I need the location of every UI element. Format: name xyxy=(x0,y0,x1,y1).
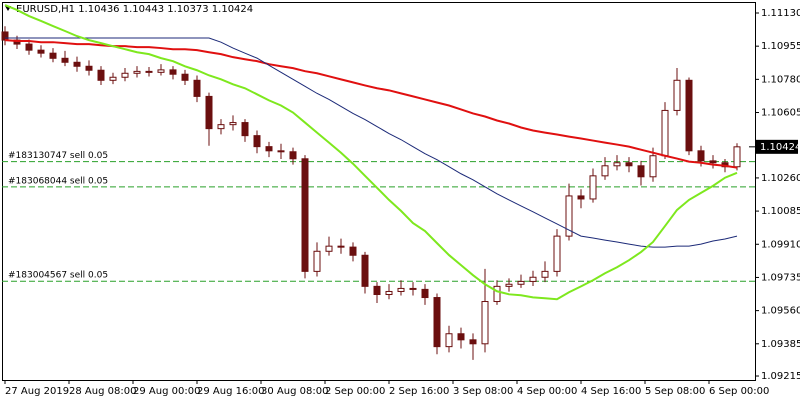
y-tick-label: 1.10085 xyxy=(761,206,800,217)
candle-body xyxy=(253,135,261,148)
candle-body xyxy=(469,339,477,345)
candle-body xyxy=(121,72,129,78)
x-tick-label: 29 Aug 00:00 xyxy=(133,386,200,397)
candle-body xyxy=(217,124,225,130)
moving-average xyxy=(4,39,738,169)
moving-average xyxy=(5,37,738,248)
candle-body xyxy=(505,283,513,287)
candle-body xyxy=(205,95,213,130)
y-tick-label: 1.09735 xyxy=(761,272,800,283)
candle-body xyxy=(181,73,189,81)
candle-body xyxy=(289,151,297,160)
y-tick-label: 1.10955 xyxy=(761,41,800,52)
candle-body xyxy=(637,165,645,178)
x-tick-label: 6 Sep 00:00 xyxy=(709,386,769,397)
candle-body xyxy=(25,43,33,51)
candle-body xyxy=(409,287,417,290)
candle-body xyxy=(685,79,693,152)
candle-body xyxy=(709,160,717,164)
candle-body xyxy=(517,280,525,285)
y-tick-label: 1.10780 xyxy=(761,74,800,85)
candle-body xyxy=(37,49,45,54)
x-tick-label: 4 Sep 00:00 xyxy=(517,386,577,397)
y-tick-label: 1.10260 xyxy=(761,173,800,184)
candle-body xyxy=(241,122,249,137)
candle-body xyxy=(661,109,669,157)
candle-body xyxy=(169,69,177,75)
candle-body xyxy=(361,254,369,287)
candle-body xyxy=(733,146,741,168)
candle-body xyxy=(625,162,633,167)
x-tick-label: 29 Aug 16:00 xyxy=(197,386,264,397)
candle-body xyxy=(157,69,165,73)
chart-header: EURUSD,H1 1.10436 1.10443 1.10373 1.1042… xyxy=(16,4,253,15)
order-label: #183068044 sell 0.05 xyxy=(8,176,108,186)
candle-body xyxy=(229,122,237,126)
candle-body xyxy=(565,195,573,237)
candle-body xyxy=(337,245,345,248)
candle-body xyxy=(373,285,381,296)
candle-body xyxy=(49,52,57,59)
y-tick-label: 1.09910 xyxy=(761,239,800,250)
candle-body xyxy=(325,245,333,252)
x-tick-label: 27 Aug 2019 xyxy=(5,386,69,397)
candle-body xyxy=(481,301,489,345)
candle-body xyxy=(493,285,501,303)
candle-body xyxy=(109,76,117,81)
x-tick-label: 2 Sep 16:00 xyxy=(389,386,449,397)
moving-average xyxy=(4,4,738,301)
candle-body xyxy=(85,65,93,71)
candle-body xyxy=(1,31,9,41)
candle-body xyxy=(649,155,657,178)
candle-body xyxy=(589,175,597,200)
price-box xyxy=(756,139,798,154)
x-tick-label: 2 Sep 00:00 xyxy=(325,386,385,397)
y-tick-label: 1.09385 xyxy=(761,339,800,350)
y-tick-label: 1.09560 xyxy=(761,306,800,317)
x-tick-label: 3 Sep 08:00 xyxy=(453,386,513,397)
x-tick-label: 30 Aug 08:00 xyxy=(261,386,328,397)
plot-frame xyxy=(2,2,756,381)
candle-body xyxy=(421,288,429,299)
candle-body xyxy=(145,70,153,73)
candle-body xyxy=(313,250,321,272)
candle-body xyxy=(553,235,561,272)
candle-body xyxy=(349,246,357,256)
candle-body xyxy=(265,146,273,152)
candle-body xyxy=(433,297,441,348)
candle-body xyxy=(541,270,549,278)
y-tick-label: 1.10605 xyxy=(761,108,800,119)
order-label: #183004567 sell 0.05 xyxy=(8,271,108,281)
candle-body xyxy=(385,290,393,296)
candle-body xyxy=(133,70,141,74)
candle-body xyxy=(277,150,285,153)
candle-body xyxy=(73,61,81,67)
y-tick-label: 1.09215 xyxy=(761,371,800,382)
x-tick-label: 28 Aug 08:00 xyxy=(69,386,136,397)
candle-body xyxy=(445,333,453,348)
y-tick-label: 1.11130 xyxy=(761,8,800,19)
candle-body xyxy=(613,162,621,167)
candle-body xyxy=(97,69,105,81)
candle-body xyxy=(301,158,309,272)
candle-body xyxy=(697,150,705,162)
candle-body xyxy=(61,57,69,63)
candle-body xyxy=(193,79,201,97)
x-tick-label: 4 Sep 16:00 xyxy=(581,386,641,397)
candle-body xyxy=(577,195,585,200)
candle-body xyxy=(601,165,609,177)
candle-body xyxy=(457,333,465,341)
candle-body xyxy=(529,276,537,282)
candle-body xyxy=(397,287,405,292)
candle-body xyxy=(673,79,681,111)
order-label: #183130747 sell 0.05 xyxy=(8,151,108,161)
price-label: 1.10424 xyxy=(760,142,800,153)
x-tick-label: 5 Sep 08:00 xyxy=(645,386,705,397)
